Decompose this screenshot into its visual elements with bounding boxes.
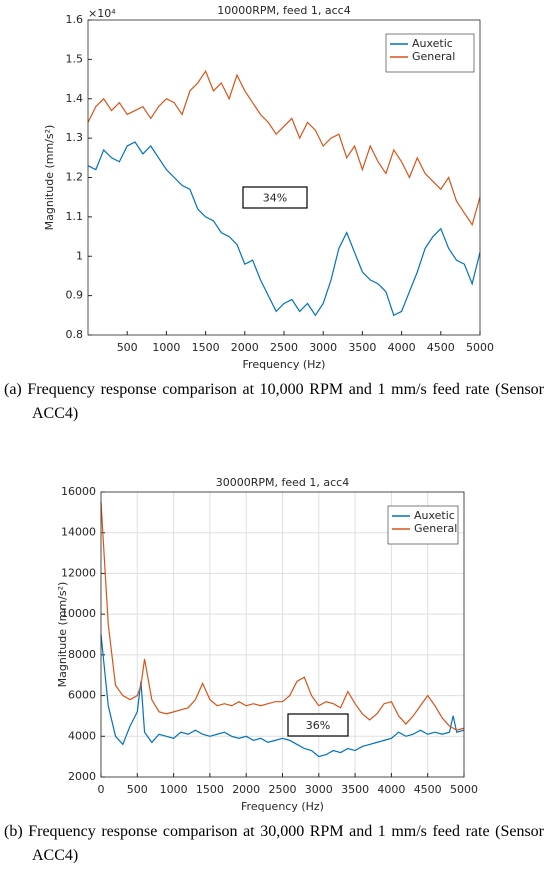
y-tick-label: 6000 xyxy=(68,689,96,702)
y-tick-label: 1.6 xyxy=(66,13,84,26)
y-tick-label: 1.2 xyxy=(66,171,84,184)
x-tick-label: 2500 xyxy=(269,783,297,796)
legend-box xyxy=(385,33,475,73)
plot-frame xyxy=(87,19,481,336)
y-tick-label: 4000 xyxy=(68,729,96,742)
x-tick-label: 0 xyxy=(98,783,105,796)
x-tick-label: 4000 xyxy=(377,783,405,796)
x-axis-label: Frequency (Hz) xyxy=(243,358,326,371)
plot-area xyxy=(88,20,480,335)
annotation-box xyxy=(287,713,349,737)
legend-label: Auxetic xyxy=(414,509,455,522)
y-axis-label: Magnitude (mm/s²) xyxy=(43,125,56,231)
x-tick-label: 1500 xyxy=(192,341,220,354)
x-tick-label: 2000 xyxy=(232,783,260,796)
x-tick-label: 1000 xyxy=(152,341,180,354)
legend-label: General xyxy=(412,50,455,63)
y-tick-label: 2000 xyxy=(68,770,96,783)
x-tick-label: 3500 xyxy=(348,341,376,354)
x-tick-label: 4500 xyxy=(414,783,442,796)
series-line xyxy=(100,634,465,758)
x-tick-label: 4000 xyxy=(388,341,416,354)
series-line xyxy=(87,69,481,227)
x-tick-label: 1000 xyxy=(160,783,188,796)
y-tick-label: 0.9 xyxy=(66,289,84,302)
plot-frame xyxy=(100,491,465,778)
x-tick-label: 3500 xyxy=(341,783,369,796)
legend-label: General xyxy=(414,522,457,535)
chart-title: 30000RPM, feed 1, acc4 xyxy=(216,476,349,489)
caption: (b) Frequency response comparison at 30,… xyxy=(4,823,544,864)
x-tick-label: 3000 xyxy=(305,783,333,796)
y-tick-label: 1 xyxy=(76,249,83,262)
y-tick-label: 1.4 xyxy=(66,92,84,105)
x-tick-label: 2500 xyxy=(270,341,298,354)
y-tick-label: 16000 xyxy=(61,485,96,498)
y-tick-label: 14000 xyxy=(61,526,96,539)
x-tick-label: 500 xyxy=(127,783,148,796)
annotation: 34% xyxy=(263,192,287,205)
annotation: 36% xyxy=(306,719,330,732)
y-tick-label: 1.1 xyxy=(66,210,84,223)
y-tick-label: 0.8 xyxy=(66,328,84,341)
x-tick-label: 2000 xyxy=(231,341,259,354)
x-tick-label: 5000 xyxy=(466,341,494,354)
y-tick-label: 1.5 xyxy=(66,52,84,65)
series-line xyxy=(87,141,481,317)
annotation-box xyxy=(242,186,308,209)
y-tick-label: 8000 xyxy=(68,648,96,661)
x-tick-label: 5000 xyxy=(450,783,478,796)
x-tick-label: 3000 xyxy=(309,341,337,354)
x-axis-label: Frequency (Hz) xyxy=(241,800,324,813)
y-tick-label: 10000 xyxy=(61,607,96,620)
x-tick-label: 1500 xyxy=(196,783,224,796)
caption: (a) Frequency response comparison at 10,… xyxy=(4,381,544,422)
legend-box xyxy=(387,505,459,545)
y-axis-label: Magnitude (mm/s²) xyxy=(56,582,69,688)
chart-title: 10000RPM, feed 1, acc4 xyxy=(217,4,350,17)
x-tick-label: 500 xyxy=(117,341,138,354)
y-tick-label: 12000 xyxy=(61,566,96,579)
x-tick-label: 4500 xyxy=(427,341,455,354)
series-line xyxy=(100,502,465,731)
legend-label: Auxetic xyxy=(412,37,453,50)
y-multiplier: ×10⁴ xyxy=(88,7,116,20)
y-tick-label: 1.3 xyxy=(66,131,84,144)
